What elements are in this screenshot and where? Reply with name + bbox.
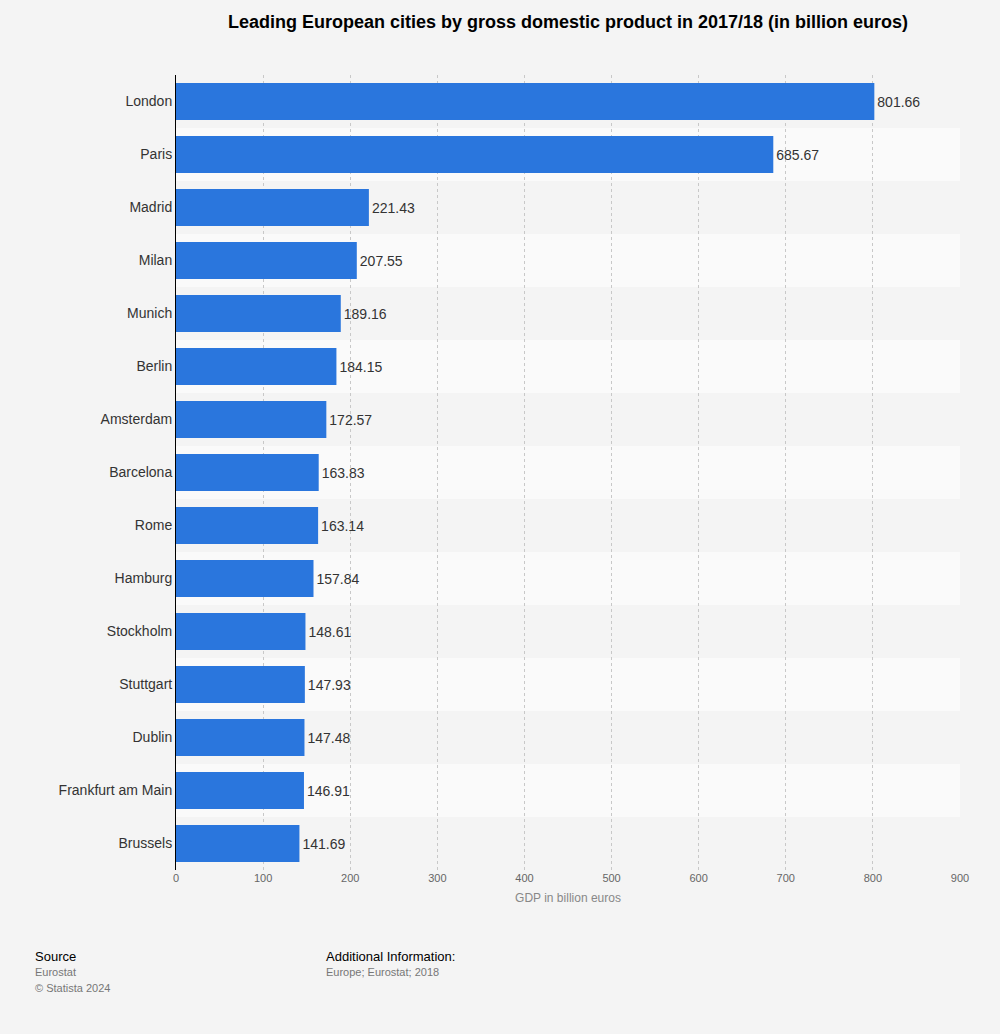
svg-text:Stuttgart: Stuttgart — [119, 676, 172, 692]
svg-text:Madrid: Madrid — [129, 199, 172, 215]
svg-text:700: 700 — [777, 872, 795, 884]
svg-text:Munich: Munich — [127, 305, 172, 321]
svg-text:157.84: 157.84 — [317, 571, 360, 587]
svg-text:685.67: 685.67 — [776, 147, 819, 163]
svg-text:London: London — [125, 93, 172, 109]
svg-text:147.48: 147.48 — [307, 730, 350, 746]
svg-text:163.14: 163.14 — [321, 518, 364, 534]
svg-text:800: 800 — [864, 872, 882, 884]
svg-text:Leading European cities by gro: Leading European cities by gross domesti… — [228, 12, 908, 32]
svg-text:147.93: 147.93 — [308, 677, 351, 693]
svg-text:Amsterdam: Amsterdam — [101, 411, 173, 427]
svg-text:0: 0 — [173, 872, 179, 884]
svg-text:900: 900 — [951, 872, 969, 884]
svg-text:Frankfurt am Main: Frankfurt am Main — [59, 782, 173, 798]
svg-text:Barcelona: Barcelona — [109, 464, 172, 480]
svg-text:Europe; Eurostat; 2018: Europe; Eurostat; 2018 — [326, 966, 439, 978]
svg-text:Paris: Paris — [140, 146, 172, 162]
svg-text:207.55: 207.55 — [360, 253, 403, 269]
svg-text:GDP in billion euros: GDP in billion euros — [515, 891, 621, 905]
svg-text:Dublin: Dublin — [132, 729, 172, 745]
svg-text:Rome: Rome — [135, 517, 173, 533]
svg-text:184.15: 184.15 — [339, 359, 382, 375]
svg-text:Brussels: Brussels — [119, 835, 173, 851]
svg-text:© Statista 2024: © Statista 2024 — [35, 982, 110, 994]
svg-text:172.57: 172.57 — [329, 412, 372, 428]
svg-text:Eurostat: Eurostat — [35, 966, 76, 978]
svg-text:Hamburg: Hamburg — [115, 570, 173, 586]
svg-text:221.43: 221.43 — [372, 200, 415, 216]
svg-text:Milan: Milan — [139, 252, 172, 268]
svg-text:600: 600 — [689, 872, 707, 884]
svg-text:Stockholm: Stockholm — [107, 623, 172, 639]
svg-text:163.83: 163.83 — [322, 465, 365, 481]
svg-text:100: 100 — [254, 872, 272, 884]
svg-text:141.69: 141.69 — [302, 836, 345, 852]
svg-text:400: 400 — [515, 872, 533, 884]
svg-text:300: 300 — [428, 872, 446, 884]
svg-text:189.16: 189.16 — [344, 306, 387, 322]
svg-text:801.66: 801.66 — [877, 94, 920, 110]
svg-text:Berlin: Berlin — [136, 358, 172, 374]
svg-text:148.61: 148.61 — [308, 624, 351, 640]
svg-text:200: 200 — [341, 872, 359, 884]
svg-text:146.91: 146.91 — [307, 783, 350, 799]
svg-text:Additional Information:: Additional Information: — [326, 949, 455, 964]
svg-text:500: 500 — [602, 872, 620, 884]
svg-text:Source: Source — [35, 949, 76, 964]
